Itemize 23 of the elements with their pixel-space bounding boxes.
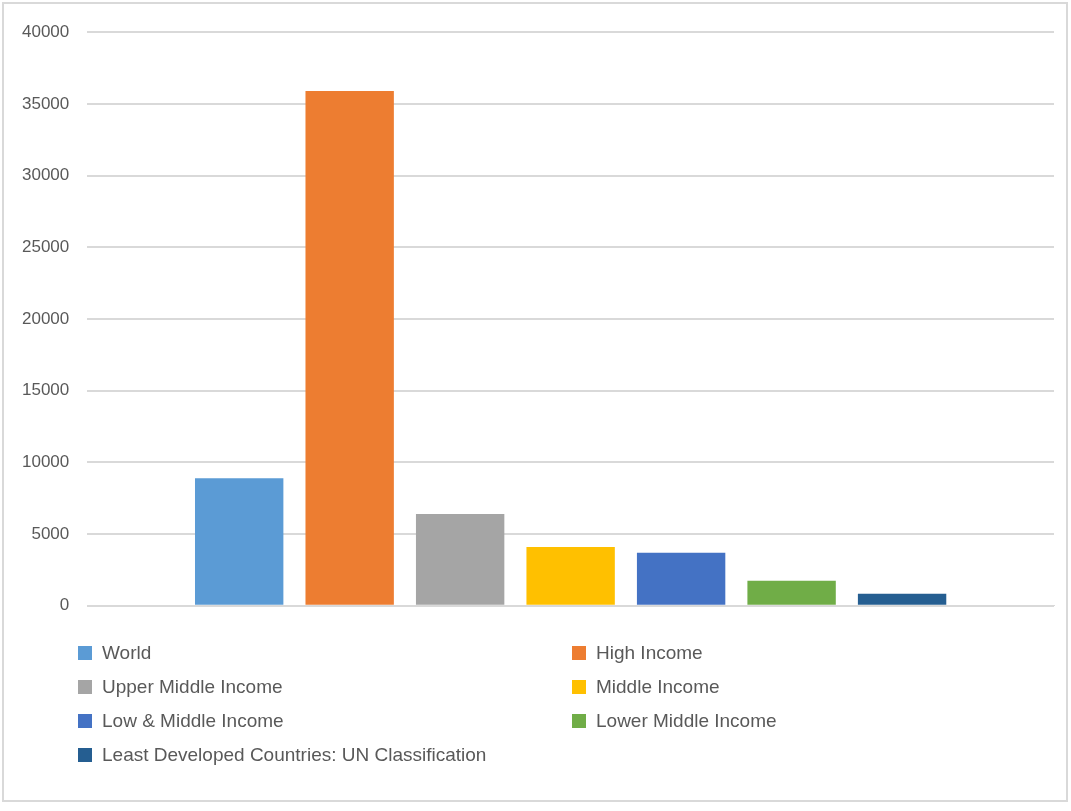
bar — [305, 90, 394, 605]
legend-label: Upper Middle Income — [102, 676, 283, 698]
legend-label: Low & Middle Income — [102, 710, 284, 732]
legend-label: High Income — [596, 642, 703, 664]
y-tick-label: 40000 — [21, 21, 70, 41]
legend-label: Middle Income — [596, 676, 720, 698]
y-tick-label: 35000 — [21, 93, 70, 113]
bar — [747, 580, 836, 605]
y-tick-label: 25000 — [21, 236, 70, 256]
y-tick-label: 5000 — [31, 523, 70, 543]
bar — [526, 547, 615, 605]
bar — [415, 514, 505, 605]
y-tick-label: 10000 — [21, 452, 70, 472]
bar — [857, 593, 947, 605]
y-tick-label: 30000 — [21, 165, 70, 185]
legend-label: Least Developed Countries: UN Classification — [102, 744, 487, 766]
y-tick-label: 15000 — [21, 380, 70, 400]
bar — [636, 552, 726, 605]
legend-label: Lower Middle Income — [596, 710, 777, 732]
y-tick-label: 0 — [59, 595, 70, 615]
bar — [194, 478, 284, 605]
legend-label: World — [102, 642, 152, 664]
y-tick-label: 20000 — [21, 308, 70, 328]
